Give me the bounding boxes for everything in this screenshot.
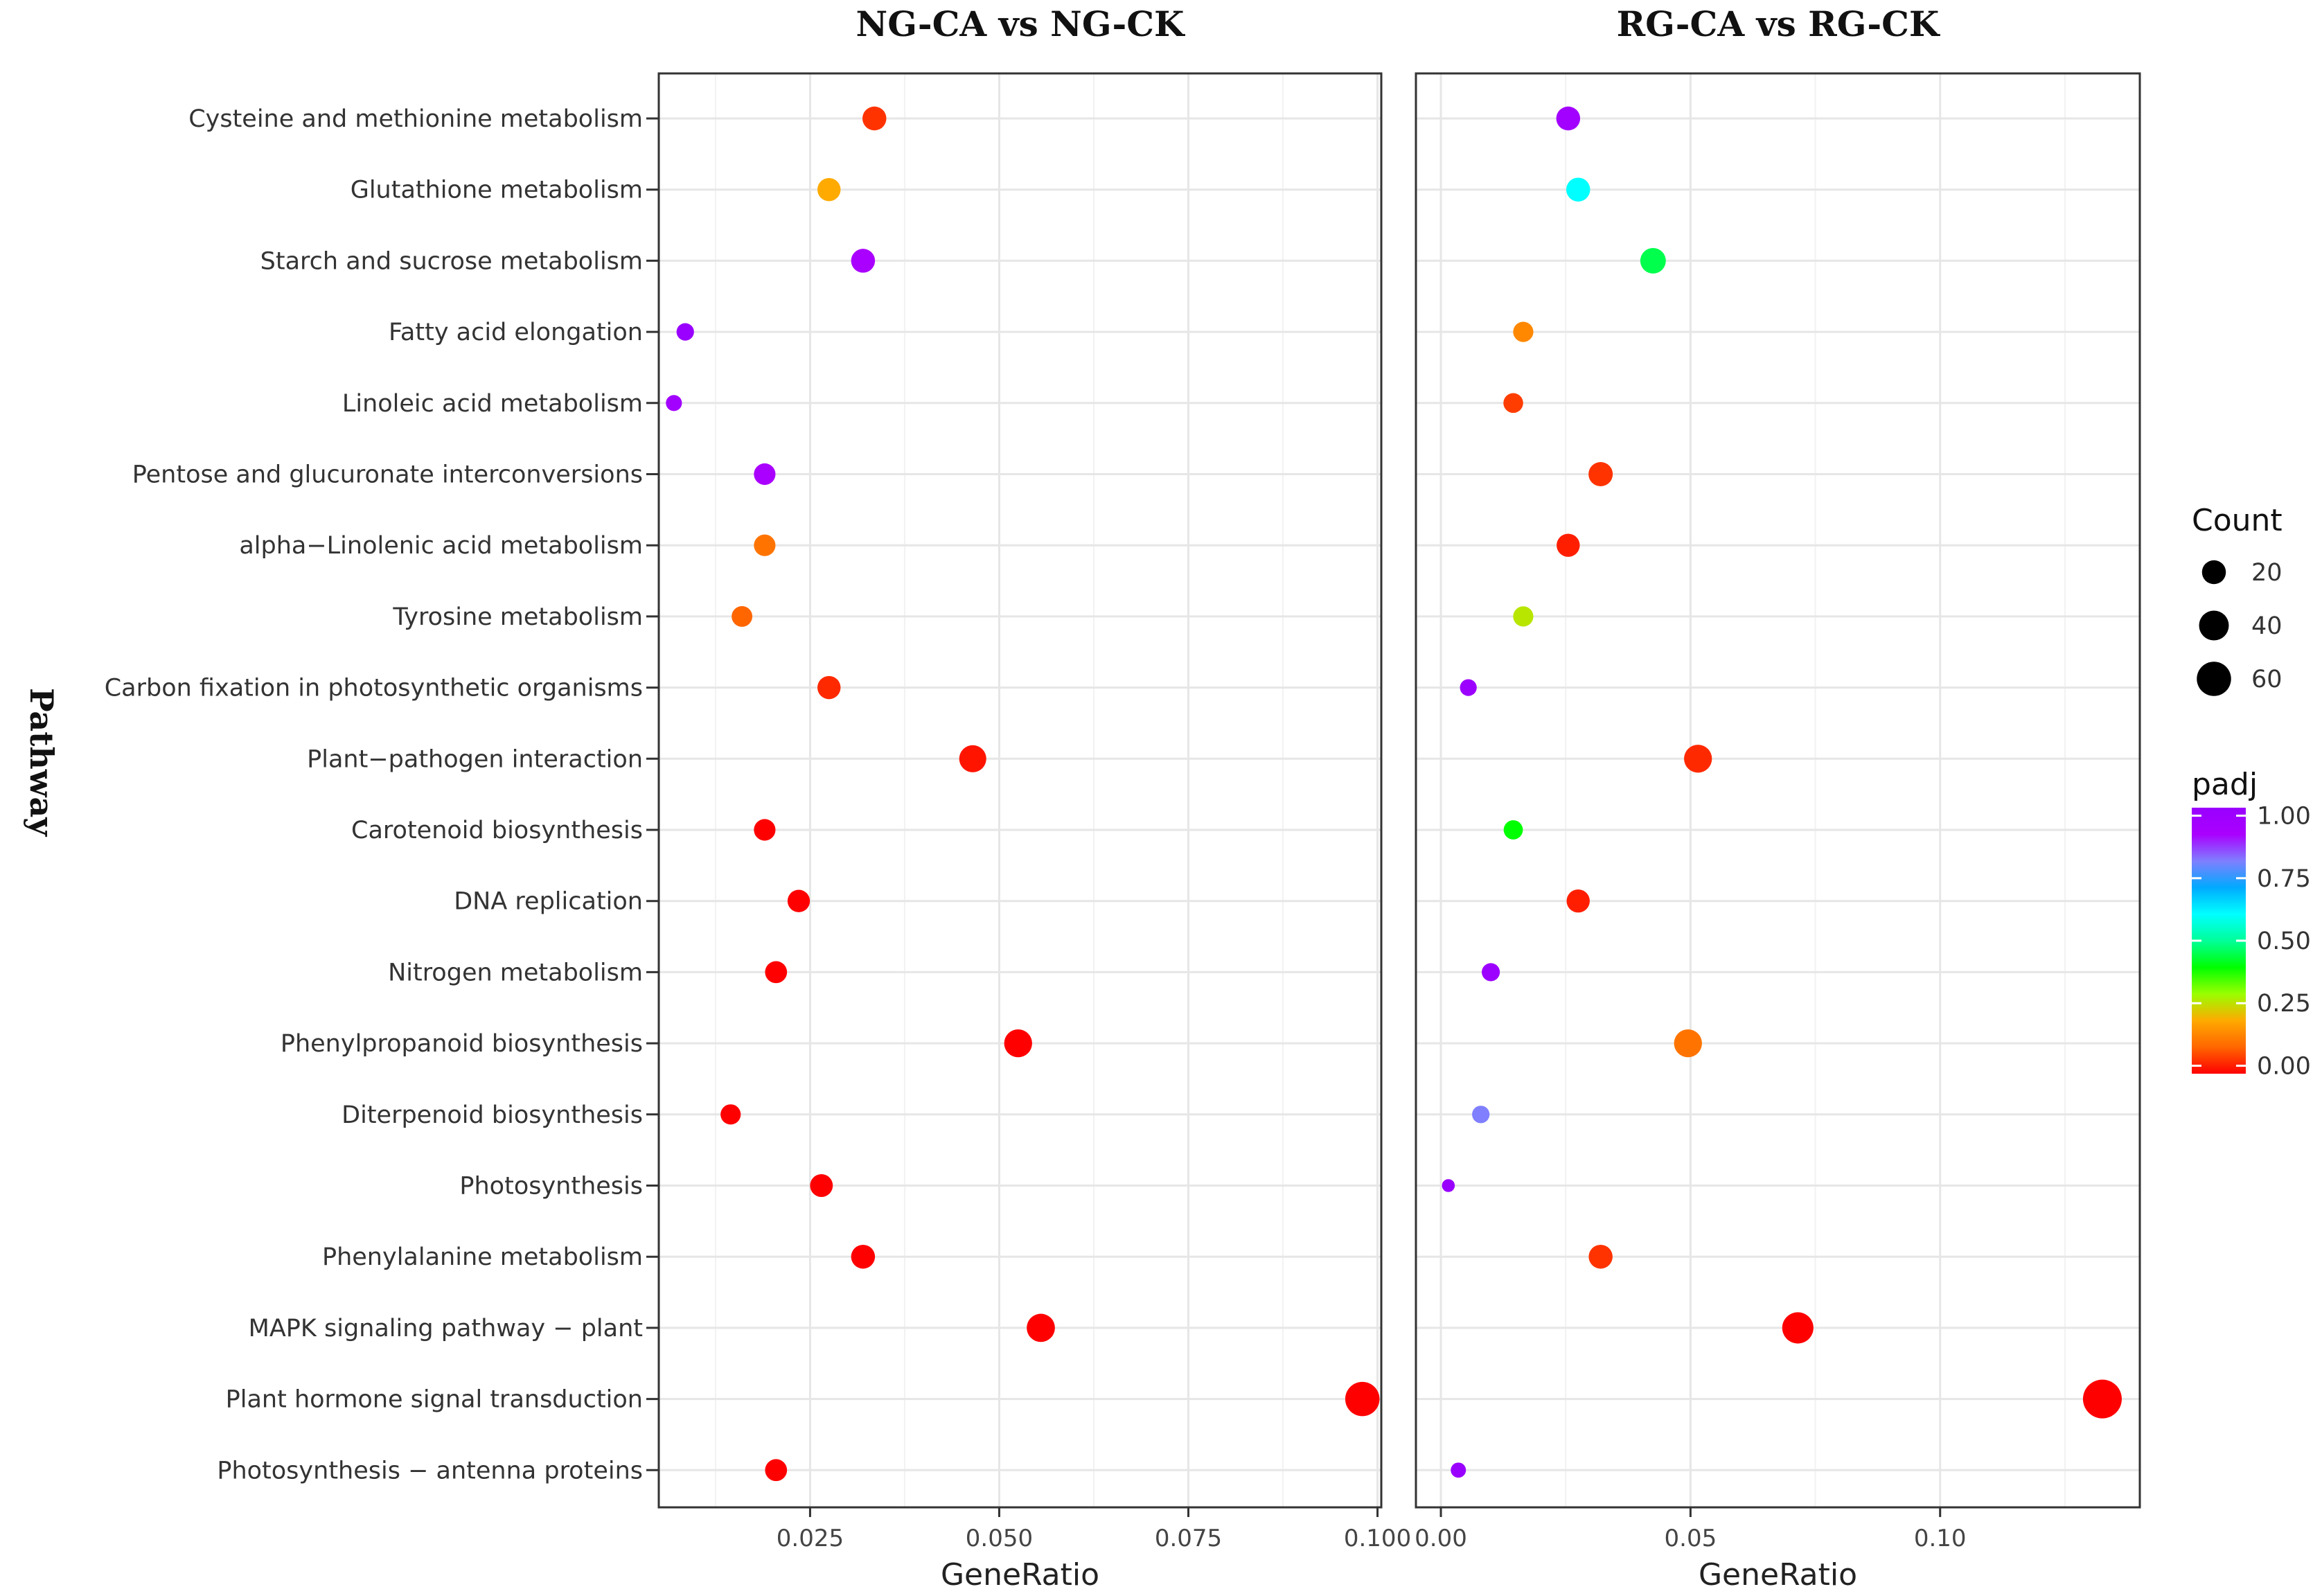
panel-1: 0.025 0.050 0.075 0.100 NG-CA vs NG-CK GeneRa… bbox=[657, 3, 1411, 1593]
size-legend-key bbox=[2201, 560, 2226, 585]
category-labels: Cysteine and methionine metabolism Glutat… bbox=[105, 105, 659, 1484]
category-label: Pentose and glucuronate interconversions bbox=[132, 461, 643, 489]
panel-title: NG-CA vs NG-CK bbox=[856, 3, 1185, 44]
data-point bbox=[1588, 462, 1613, 486]
color-legend-title: padj bbox=[2192, 767, 2258, 802]
x-tick-label: 0.00 bbox=[1415, 1525, 1467, 1552]
data-point bbox=[817, 675, 841, 700]
category-label: Photosynthesis − antenna proteins bbox=[217, 1457, 643, 1484]
panel-border bbox=[657, 72, 1383, 1509]
data-point bbox=[1566, 889, 1590, 913]
category-label: Cysteine and methionine metabolism bbox=[188, 105, 643, 133]
data-point bbox=[1588, 1244, 1613, 1269]
category-label: Starch and sucrose metabolism bbox=[260, 247, 643, 275]
category-label: Carotenoid biosynthesis bbox=[351, 817, 643, 844]
data-point bbox=[1556, 106, 1581, 131]
data-point bbox=[765, 1459, 788, 1482]
data-point bbox=[1004, 1029, 1032, 1058]
data-point bbox=[676, 323, 694, 341]
data-point bbox=[1503, 393, 1523, 414]
data-point bbox=[1027, 1313, 1055, 1342]
category-label: Fatty acid elongation bbox=[389, 319, 643, 346]
data-point bbox=[666, 395, 682, 411]
data-point bbox=[1442, 1179, 1455, 1192]
panel-background bbox=[1416, 73, 2140, 1507]
y-axis-title: Pathway bbox=[23, 688, 60, 837]
category-label: Linoleic acid metabolism bbox=[342, 390, 643, 418]
data-point bbox=[1503, 820, 1523, 840]
panel-2: 0.00 0.05 0.10 RG-CA vs RG-CK GeneRatio bbox=[1415, 3, 2141, 1593]
data-point bbox=[1674, 1029, 1702, 1058]
size-legend-label: 60 bbox=[2251, 666, 2283, 693]
panel-border bbox=[1415, 72, 2141, 1509]
category-label: Photosynthesis bbox=[459, 1173, 643, 1200]
data-point bbox=[1460, 679, 1477, 696]
data-point bbox=[1513, 321, 1534, 342]
data-point bbox=[754, 463, 776, 486]
data-point bbox=[1451, 1462, 1466, 1478]
data-point bbox=[959, 745, 986, 772]
data-point bbox=[810, 1174, 833, 1197]
color-legend-label: 0.75 bbox=[2257, 865, 2311, 893]
size-legend-key bbox=[2197, 662, 2231, 696]
data-point bbox=[1557, 533, 1580, 557]
size-legend-key bbox=[2199, 610, 2229, 641]
data-point bbox=[2082, 1379, 2122, 1419]
category-label: Tyrosine metabolism bbox=[392, 603, 643, 631]
x-axis-title: GeneRatio bbox=[1699, 1557, 1857, 1593]
size-legend-title: Count bbox=[2192, 503, 2283, 538]
data-point bbox=[1513, 606, 1534, 627]
category-label: Carbon fixation in photosynthetic organi… bbox=[105, 675, 643, 702]
x-tick-label: 0.05 bbox=[1665, 1525, 1717, 1552]
data-point bbox=[732, 605, 753, 627]
data-point bbox=[1345, 1381, 1380, 1417]
data-point bbox=[862, 106, 887, 131]
category-label: Phenylalanine metabolism bbox=[322, 1243, 643, 1271]
category-label: MAPK signaling pathway − plant bbox=[249, 1315, 643, 1342]
panel-title: RG-CA vs RG-CK bbox=[1617, 3, 1940, 44]
x-tick-label: 0.025 bbox=[777, 1525, 844, 1552]
category-label: Plant−pathogen interaction bbox=[307, 745, 643, 773]
data-point bbox=[1472, 1106, 1490, 1124]
color-legend-label: 1.00 bbox=[2257, 803, 2311, 831]
category-label: Nitrogen metabolism bbox=[388, 959, 643, 986]
size-legend-label: 40 bbox=[2251, 612, 2283, 640]
data-point bbox=[1566, 177, 1590, 202]
color-legend-label: 0.50 bbox=[2257, 928, 2311, 955]
x-tick-label: 0.100 bbox=[1344, 1525, 1411, 1552]
data-point bbox=[1782, 1312, 1814, 1344]
x-tick-label: 0.050 bbox=[966, 1525, 1033, 1552]
data-point bbox=[720, 1104, 741, 1125]
data-point bbox=[817, 177, 841, 202]
data-point bbox=[851, 249, 876, 273]
data-point bbox=[787, 889, 810, 912]
x-tick-label: 0.10 bbox=[1914, 1525, 1967, 1552]
panels: 0.025 0.050 0.075 0.100 NG-CA vs NG-CK GeneRa… bbox=[657, 3, 2141, 1593]
color-legend-label: 0.00 bbox=[2257, 1052, 2311, 1080]
category-label: Plant hormone signal transduction bbox=[226, 1386, 643, 1414]
data-point bbox=[1640, 247, 1666, 274]
data-point bbox=[754, 819, 776, 841]
category-label: Phenylpropanoid biosynthesis bbox=[281, 1030, 643, 1058]
data-point bbox=[1684, 745, 1712, 773]
size-legend-label: 20 bbox=[2251, 559, 2283, 587]
data-point bbox=[765, 961, 788, 984]
color-legend-label: 0.25 bbox=[2257, 990, 2311, 1018]
panel-background bbox=[659, 73, 1381, 1507]
data-point bbox=[1482, 963, 1500, 982]
category-label: Diterpenoid biosynthesis bbox=[342, 1101, 643, 1129]
category-label: Glutathione metabolism bbox=[351, 177, 643, 204]
x-tick-label: 0.075 bbox=[1155, 1525, 1222, 1552]
category-label: DNA replication bbox=[454, 888, 643, 916]
data-point bbox=[851, 1244, 876, 1269]
x-axis-title: GeneRatio bbox=[941, 1557, 1099, 1593]
category-label: alpha−Linolenic acid metabolism bbox=[239, 532, 643, 560]
data-point bbox=[754, 534, 776, 556]
